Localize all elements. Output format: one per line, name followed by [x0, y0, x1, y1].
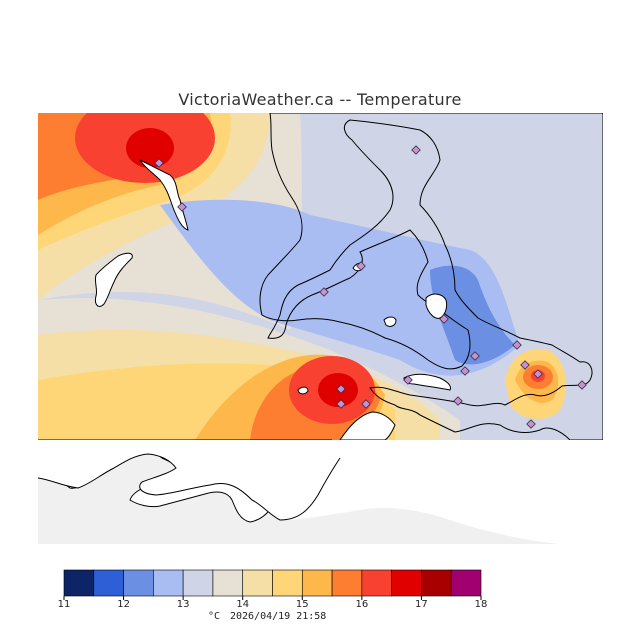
water-south: [38, 440, 603, 544]
station-marker[interactable]: [356, 261, 366, 271]
station-marker[interactable]: [336, 384, 346, 394]
station-marker[interactable]: [512, 340, 522, 350]
station-marker[interactable]: [154, 158, 164, 168]
station-marker[interactable]: [336, 399, 346, 409]
station-marker[interactable]: [361, 399, 371, 409]
station-marker[interactable]: [439, 314, 449, 324]
map-title: VictoriaWeather.ca -- Temperature: [178, 90, 462, 109]
station-marker[interactable]: [470, 351, 480, 361]
northwest-coastline: [138, 158, 189, 231]
station-marker[interactable]: [411, 145, 421, 155]
station-marker[interactable]: [403, 375, 413, 385]
station-marker[interactable]: [453, 396, 463, 406]
temperature-field: [38, 113, 603, 440]
station-marker[interactable]: [319, 287, 329, 297]
station-marker[interactable]: [526, 419, 536, 429]
station-marker[interactable]: [460, 366, 470, 376]
station-marker[interactable]: [577, 380, 587, 390]
station-marker[interactable]: [520, 360, 530, 370]
south-coastline: [37, 453, 341, 521]
station-marker[interactable]: [533, 369, 543, 379]
weather-stations: [154, 145, 587, 429]
station-marker[interactable]: [177, 202, 187, 212]
